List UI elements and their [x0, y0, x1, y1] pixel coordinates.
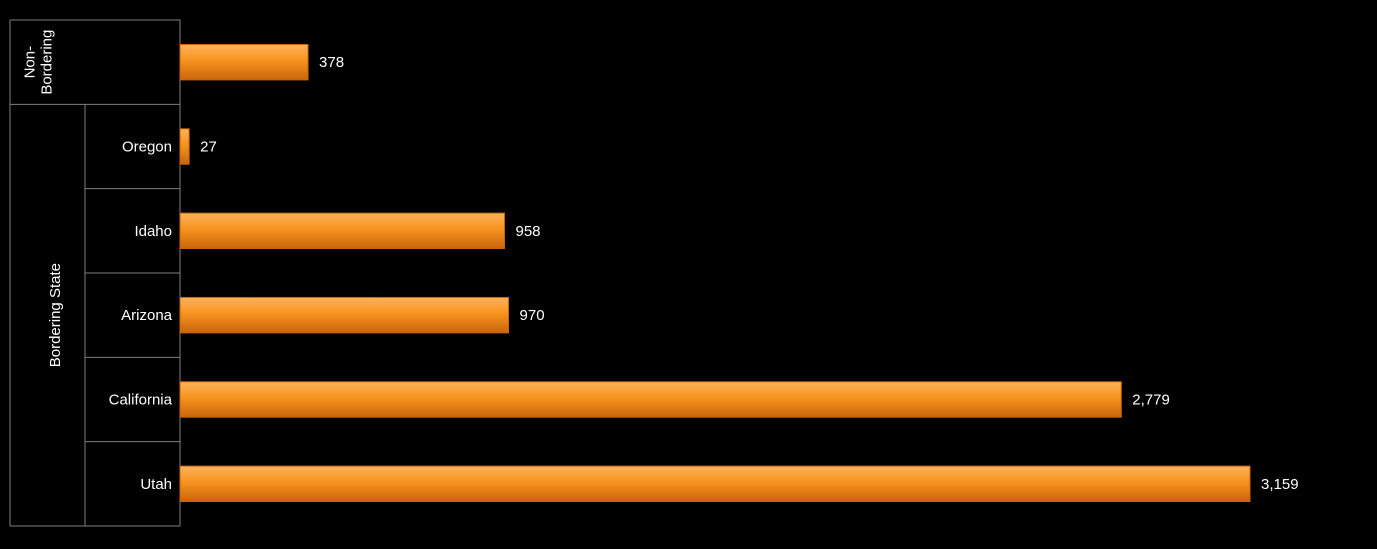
- group-label: Non-Bordering: [22, 30, 56, 95]
- category-label: Oregon: [122, 138, 172, 155]
- bar-oregon: [179, 128, 190, 165]
- data-labels: 378 Oregon 27 Idaho 958 Arizona 970 California 2…: [109, 54, 1299, 493]
- bar-arizona: [179, 296, 510, 334]
- bar-series: [179, 43, 1251, 503]
- value-label: 3,159: [1261, 476, 1299, 493]
- category-label: Arizona: [121, 307, 173, 324]
- bar-utah: [179, 465, 1251, 503]
- value-label: 378: [319, 54, 344, 71]
- value-label: 970: [520, 307, 545, 324]
- bar-idaho: [179, 212, 505, 250]
- value-label: 2,779: [1132, 391, 1170, 408]
- bar-california: [179, 381, 1122, 418]
- category-label: Idaho: [134, 223, 172, 240]
- group-label: Bordering State: [47, 263, 64, 367]
- value-label: 27: [200, 138, 217, 155]
- value-label: 958: [515, 223, 540, 240]
- category-axis: Non-Bordering Bordering State: [9, 19, 181, 527]
- category-label: California: [109, 391, 173, 408]
- category-label: Utah: [140, 476, 172, 493]
- bar-non-bordering: [179, 43, 309, 81]
